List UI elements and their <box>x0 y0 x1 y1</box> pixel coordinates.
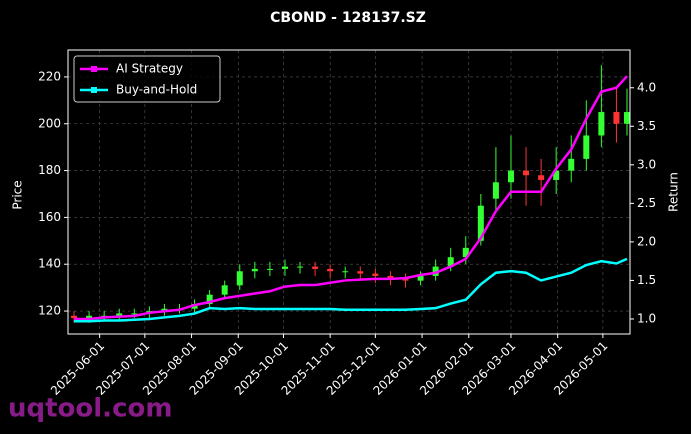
candle-body <box>538 175 545 180</box>
y-tick-label: 200 <box>38 116 61 130</box>
candle-body <box>568 158 575 171</box>
y2-tick-label: 2.5 <box>637 196 656 210</box>
candle-body <box>417 275 424 281</box>
y-tick-label: 160 <box>38 210 61 224</box>
y2-tick-label: 3.5 <box>637 119 656 133</box>
candle-body <box>206 294 213 305</box>
candle-body <box>357 271 364 274</box>
y-tick-label: 120 <box>38 304 61 318</box>
candle-body <box>86 315 93 319</box>
candle-body <box>598 112 605 136</box>
legend-label: AI Strategy <box>116 62 183 76</box>
y2-axis-label: Return <box>667 172 681 212</box>
candle-body <box>281 266 288 269</box>
candle-body <box>432 266 439 276</box>
y2-tick-label: 1.0 <box>637 311 656 325</box>
candle-body <box>297 266 304 268</box>
candle-body <box>131 313 138 315</box>
watermark: uqtool.com <box>8 394 172 424</box>
candle-body <box>71 315 78 319</box>
candle-body <box>372 273 379 276</box>
legend-marker <box>91 87 97 93</box>
line-series <box>74 75 628 321</box>
line-series <box>74 257 628 323</box>
candle-body <box>623 112 630 124</box>
legend-marker <box>91 66 97 72</box>
candle-body <box>492 182 499 199</box>
candle-body <box>161 308 168 312</box>
y2-tick-label: 4.0 <box>637 80 656 94</box>
candle-body <box>402 278 409 281</box>
candle-body <box>507 170 514 183</box>
candle-body <box>447 257 454 267</box>
candle-body <box>342 271 349 273</box>
y2-tick-label: 3.0 <box>637 157 656 171</box>
candle-body <box>327 268 334 272</box>
y-axis-label: Price <box>11 180 25 209</box>
plot-frame <box>67 49 631 335</box>
y-tick-label: 140 <box>38 257 61 271</box>
candle-body <box>266 268 273 270</box>
candle-body <box>221 285 228 295</box>
candle-body <box>553 170 560 180</box>
candle-body <box>116 313 123 316</box>
chart-title: CBOND - 128137.SZ <box>270 10 426 26</box>
y2-tick-label: 1.5 <box>637 273 656 287</box>
y2-tick-label: 2.0 <box>637 234 656 248</box>
y-tick-label: 220 <box>38 69 61 83</box>
y-tick-label: 180 <box>38 163 61 177</box>
legend-label: Buy-and-Hold <box>116 83 197 97</box>
candle-body <box>583 135 590 159</box>
candle-body <box>312 266 319 269</box>
candle-body <box>523 170 530 176</box>
candle-body <box>251 268 258 272</box>
candle-body <box>613 112 620 124</box>
candle-body <box>477 205 484 241</box>
legend-box <box>73 55 221 103</box>
candle-body <box>387 275 394 279</box>
candle-body <box>462 247 469 258</box>
candle-body <box>236 271 243 286</box>
